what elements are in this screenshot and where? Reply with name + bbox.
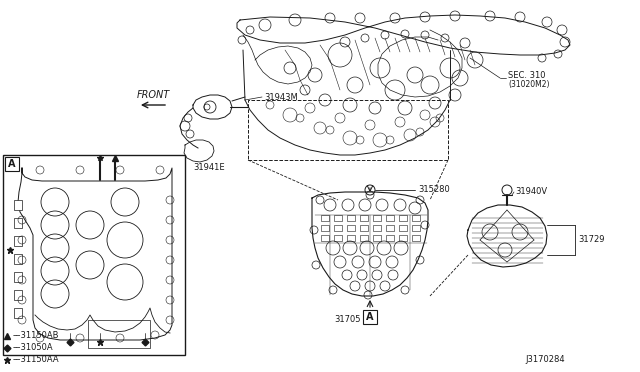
Bar bbox=[334, 235, 342, 241]
Bar bbox=[347, 235, 355, 241]
Bar bbox=[412, 235, 420, 241]
Bar bbox=[14, 236, 22, 246]
Bar bbox=[88, 320, 150, 348]
Bar bbox=[3, 155, 185, 355]
Text: ––31150AA: ––31150AA bbox=[13, 356, 60, 365]
Bar bbox=[373, 235, 381, 241]
Text: 31941E: 31941E bbox=[193, 163, 225, 171]
Bar bbox=[360, 215, 368, 221]
Bar bbox=[5, 157, 19, 171]
Text: (31020M2): (31020M2) bbox=[508, 80, 550, 89]
Bar bbox=[360, 235, 368, 241]
Bar bbox=[334, 225, 342, 231]
Bar bbox=[386, 215, 394, 221]
Bar bbox=[399, 235, 407, 241]
Text: 31943M: 31943M bbox=[264, 93, 298, 102]
Text: 315280: 315280 bbox=[418, 186, 450, 195]
Bar bbox=[363, 310, 377, 324]
Text: SEC. 310: SEC. 310 bbox=[508, 71, 545, 80]
Bar bbox=[347, 215, 355, 221]
Bar bbox=[412, 225, 420, 231]
Bar bbox=[14, 272, 22, 282]
Text: 31729: 31729 bbox=[578, 235, 605, 244]
Text: A: A bbox=[366, 312, 374, 322]
Bar bbox=[399, 225, 407, 231]
Bar bbox=[14, 290, 22, 300]
Text: 31705: 31705 bbox=[335, 315, 361, 324]
Bar bbox=[14, 308, 22, 318]
Bar bbox=[373, 225, 381, 231]
Text: J3170284: J3170284 bbox=[525, 356, 565, 365]
Text: ––31050A: ––31050A bbox=[13, 343, 54, 353]
Bar bbox=[386, 225, 394, 231]
Bar bbox=[14, 218, 22, 228]
Bar bbox=[399, 215, 407, 221]
Bar bbox=[373, 215, 381, 221]
Text: A: A bbox=[8, 159, 16, 169]
Bar bbox=[248, 100, 448, 160]
Bar bbox=[321, 225, 329, 231]
Bar bbox=[334, 215, 342, 221]
Text: 31940V: 31940V bbox=[515, 187, 547, 196]
Text: ––31150AB: ––31150AB bbox=[13, 331, 60, 340]
Bar bbox=[14, 254, 22, 264]
Bar bbox=[386, 235, 394, 241]
Bar bbox=[347, 225, 355, 231]
Bar bbox=[412, 215, 420, 221]
Bar bbox=[321, 235, 329, 241]
Text: FRONT: FRONT bbox=[136, 90, 170, 100]
Bar bbox=[360, 225, 368, 231]
Bar bbox=[321, 215, 329, 221]
Bar bbox=[14, 200, 22, 210]
